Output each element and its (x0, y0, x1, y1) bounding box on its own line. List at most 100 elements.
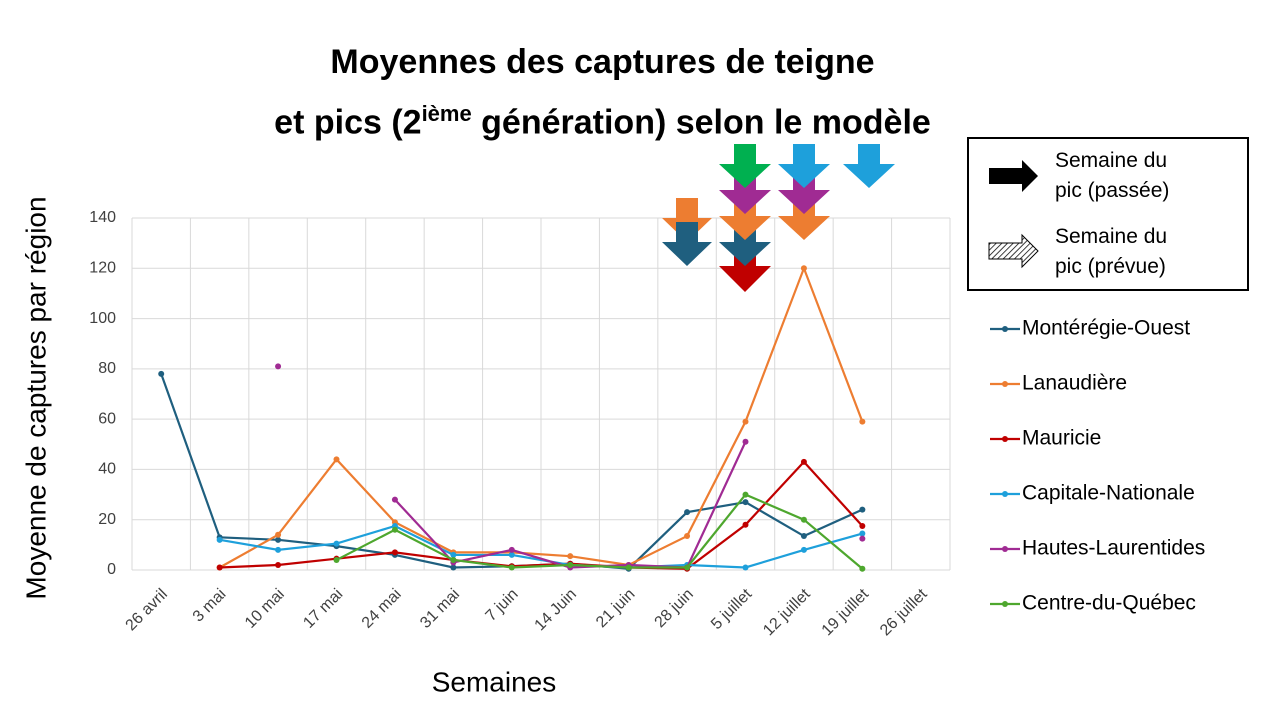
point (508, 546, 515, 553)
legend-marker (1002, 491, 1008, 497)
point (333, 456, 340, 463)
point (391, 549, 398, 556)
point (684, 533, 691, 540)
point (742, 499, 749, 506)
point (859, 506, 866, 513)
point (333, 540, 340, 547)
legend-label: Hautes-Laurentides (1022, 537, 1205, 560)
point (158, 370, 165, 377)
point (450, 564, 457, 571)
title-part: et pics (2 (274, 103, 422, 142)
legend-marker (1002, 546, 1008, 552)
y-tick-label: 60 (98, 410, 116, 427)
point (625, 564, 632, 571)
legend-label: Montérégie-Ouest (1022, 317, 1190, 340)
x-tick-label: 10 mai (242, 586, 288, 632)
peak-arrow (719, 222, 771, 266)
point (567, 553, 574, 560)
point (800, 546, 807, 553)
x-axis-title: Semaines (432, 666, 557, 697)
point (567, 561, 574, 568)
legend-label: Capitale-Nationale (1022, 482, 1195, 505)
series-line (160, 373, 863, 570)
peak-legend-label: Semaine du pic (passée) (1055, 149, 1170, 202)
legend-marker (1002, 326, 1008, 332)
point (450, 556, 457, 563)
x-tick-label: 17 mai (300, 586, 346, 632)
point (275, 561, 282, 568)
point (800, 458, 807, 465)
point (333, 556, 340, 563)
point (859, 565, 866, 572)
x-tick-label: 12 juillet (760, 585, 814, 639)
x-tick-label: 3 mai (190, 586, 230, 626)
point (742, 418, 749, 425)
x-tick-label: 21 juin (593, 586, 638, 631)
point (742, 521, 749, 528)
point (684, 564, 691, 571)
series-line (219, 460, 864, 570)
legend-label: Centre-du-Québec (1022, 592, 1196, 615)
peak-arrow (778, 170, 830, 214)
legend-label: Lanaudière (1022, 372, 1127, 395)
point (275, 536, 282, 543)
x-tick-label: 5 juillet (708, 585, 756, 633)
plot: 0 20 40 60 80 100 120 140 26 avril 3 mai 10 mai 17 … (20, 196, 951, 697)
point (684, 509, 691, 516)
y-tick-label: 0 (107, 561, 116, 578)
point (391, 526, 398, 533)
point (391, 496, 398, 503)
point (508, 564, 515, 571)
legend-marker (1002, 381, 1008, 387)
x-tick-label: 14 Juin (532, 586, 581, 635)
x-tick-label: 26 juillet (877, 585, 931, 639)
x-tick-label: 7 juin (483, 586, 522, 625)
peak-arrow (778, 144, 830, 188)
point (742, 438, 749, 445)
peak-arrow (843, 144, 895, 188)
series-line (219, 524, 863, 569)
peak-arrow (719, 198, 771, 240)
point (508, 551, 515, 558)
peak-arrow (662, 198, 712, 242)
legend-label: Mauricie (1022, 427, 1101, 450)
peak-arrow (778, 196, 830, 240)
x-tick-label: 31 mai (417, 586, 463, 632)
y-tick-label: 120 (89, 260, 116, 277)
peak-arrows (662, 144, 895, 292)
point (859, 535, 866, 542)
legend-marker (1002, 601, 1008, 607)
point (800, 533, 807, 540)
point (216, 564, 223, 571)
series-line (335, 493, 864, 570)
point (859, 523, 866, 529)
series-line (219, 265, 864, 569)
point (800, 516, 807, 523)
point (450, 551, 457, 558)
point (742, 491, 749, 498)
peak-arrow (719, 170, 771, 214)
title-line: Moyennes des captures de teigne (330, 43, 875, 81)
y-tick-label: 80 (98, 360, 116, 377)
x-tick-label: 19 juillet (819, 585, 873, 639)
y-tick-label: 40 (98, 461, 116, 478)
x-tick-label: 26 avril (123, 586, 172, 635)
y-tick-label: 100 (89, 310, 116, 327)
legend-marker (1002, 436, 1008, 442)
title-line: et pics (2ième génération) selon le modè… (0, 88, 1205, 148)
peak-legend-label: Semaine du pic (prévue) (1055, 225, 1168, 278)
point (275, 546, 282, 553)
y-tick-label: 140 (89, 209, 116, 226)
peak-legend-arrow (988, 233, 1039, 269)
x-tick-label: 24 mai (359, 586, 405, 632)
peak-legend-arrow (989, 160, 1038, 192)
peak-legend: Semaine du pic (passée) Semaine du pic (… (967, 137, 1249, 291)
title-sup: ième (421, 101, 472, 126)
point (800, 265, 807, 272)
y-axis-title: Moyenne de captures par région (20, 196, 51, 599)
point (275, 531, 282, 538)
point (859, 530, 866, 537)
point (742, 564, 749, 571)
